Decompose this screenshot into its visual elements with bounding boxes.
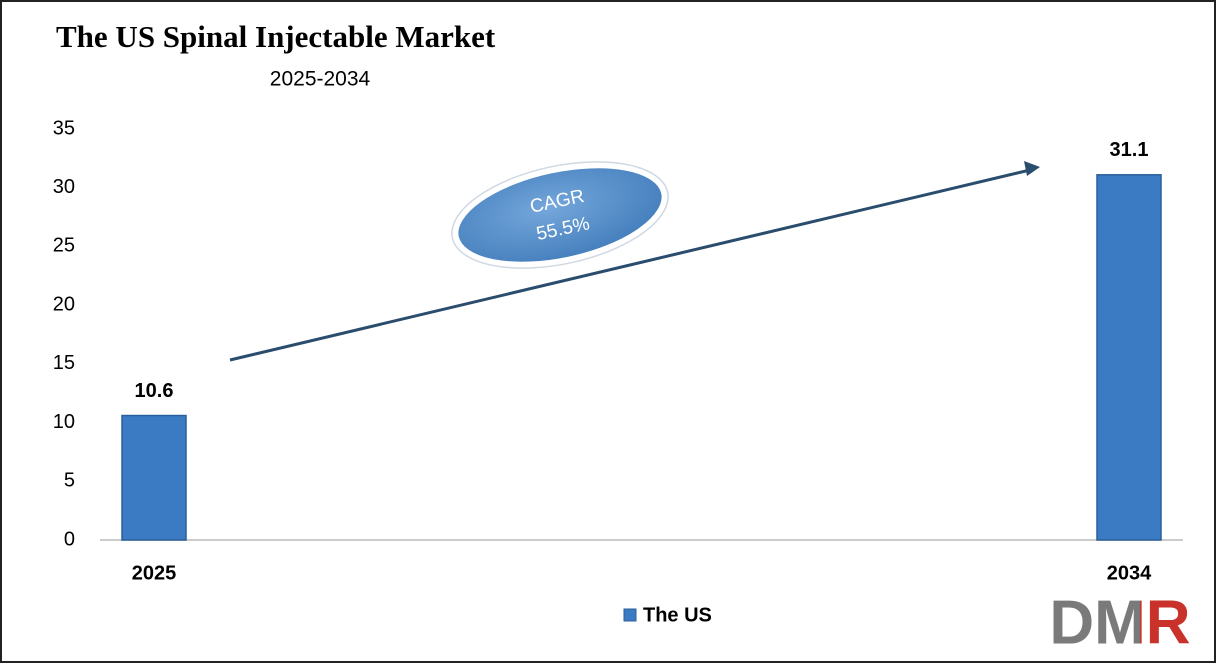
- x-tick-label: 2034: [1107, 562, 1152, 584]
- y-tick-label: 5: [64, 470, 75, 492]
- cagr-ellipse-outline: [451, 161, 669, 269]
- cagr-ellipse: [453, 163, 667, 267]
- y-tick-label: 10: [53, 411, 75, 433]
- value-label: 10.6: [135, 380, 174, 402]
- trend-arrow: [229, 168, 1031, 362]
- value-label: 31.1: [1110, 139, 1149, 161]
- y-tick-label: 30: [53, 176, 75, 198]
- x-tick-label: 2025: [132, 562, 177, 584]
- bar: [1096, 174, 1162, 541]
- arrow-head: [1024, 161, 1040, 176]
- logo: DMR: [1049, 588, 1190, 657]
- cagr-badge: CAGR 55.5%: [451, 161, 669, 269]
- chart-title: The US Spinal Injectable Market: [56, 19, 496, 54]
- chart-subtitle: 2025-2034: [270, 68, 371, 91]
- legend-swatch: [623, 608, 637, 622]
- y-tick-label: 25: [53, 235, 75, 257]
- legend-label: The US: [643, 604, 712, 626]
- y-tick-label: 0: [64, 528, 75, 550]
- y-tick-label: 15: [53, 352, 75, 374]
- bar: [121, 414, 187, 541]
- y-tick-label: 20: [53, 293, 75, 315]
- y-tick-label: 35: [53, 117, 75, 139]
